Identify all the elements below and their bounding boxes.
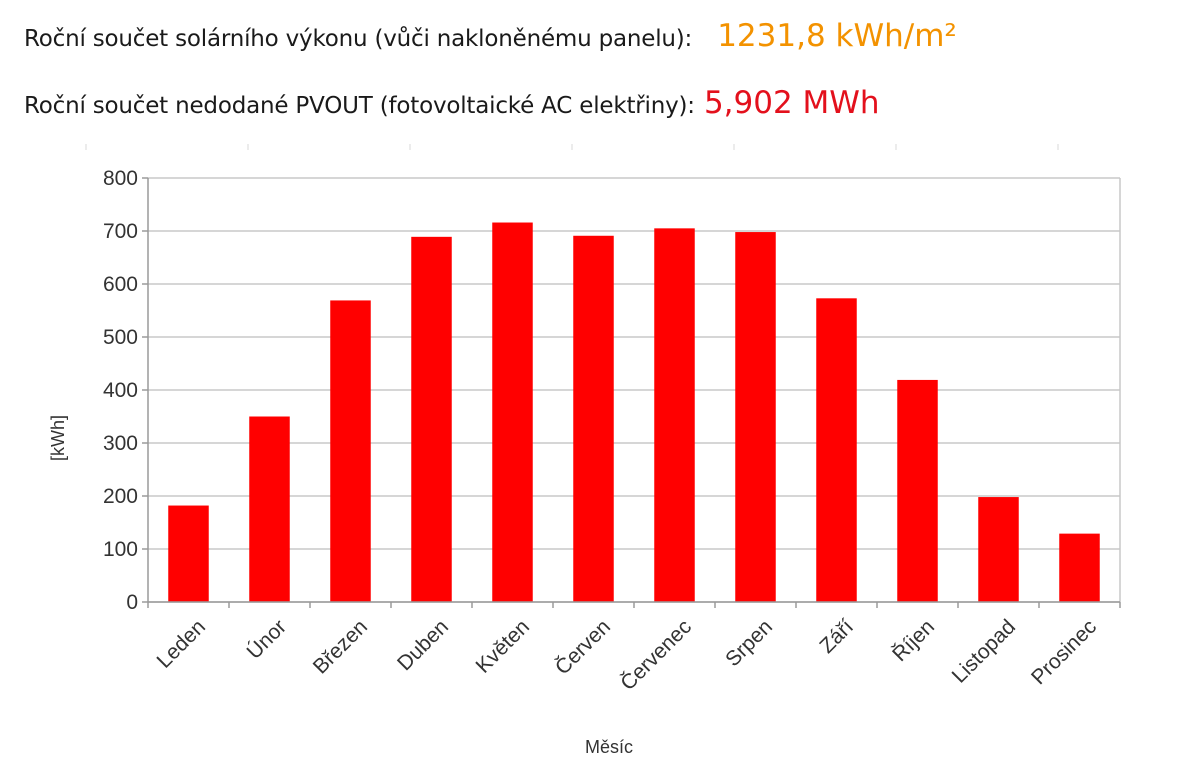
axes [142,177,1121,608]
x-tick-label: Květen [472,615,535,678]
x-tick-label: Červenec [616,615,696,695]
x-tick-label: Únor [243,615,291,663]
bar [168,505,209,602]
bar [330,300,371,602]
bar [816,298,857,602]
y-tick-label: 500 [103,326,138,349]
pvout-label: Roční součet nedodané PVOUT (fotovoltaic… [24,93,695,119]
x-tick-label: Leden [152,615,210,673]
x-tick-label: Listopad [948,615,1020,687]
monthly-pvout-bar-chart: 0 100 200 300 400 500 600 700 800 Leden Únor Březe… [48,144,1121,757]
bar [978,497,1019,602]
bar [897,379,938,602]
y-tick-label: 100 [103,538,138,561]
bar [249,416,290,602]
irradiation-label: Roční součet solárního výkonu (vůči nakl… [24,26,693,52]
y-tick-label: 400 [103,379,138,402]
x-tick-label: Březen [309,615,372,678]
bar [735,232,776,602]
x-axis-title: Měsíc [585,737,633,757]
gridlines [148,177,1121,603]
irradiation-value: 1231,8 kWh/m² [717,18,957,54]
y-tick-label: 0 [126,591,138,614]
bar [411,236,452,602]
pvout-summary: Roční součet nedodané PVOUT (fotovoltaic… [24,85,880,121]
irradiation-summary: Roční součet solárního výkonu (vůči nakl… [24,18,957,54]
bar [573,235,614,602]
y-tick-label: 600 [103,273,138,296]
x-tick-label: Říjen [888,615,939,666]
pvout-value: 5,902 MWh [703,85,880,121]
x-tick-label: Srpen [721,615,777,671]
y-tick-label: 800 [103,167,138,190]
y-tick-label: 200 [103,485,138,508]
y-axis-title: [kWh] [48,415,68,461]
y-tick-label: 700 [103,220,138,243]
bar [492,222,533,602]
bar [654,228,695,602]
top-tick-marks [85,144,1059,150]
x-tick-label: Duben [393,615,453,675]
y-tick-labels: 0 100 200 300 400 500 600 700 800 [103,167,138,614]
x-tick-label: Červen [551,615,615,679]
bar [1059,533,1100,602]
x-tick-label: Prosinec [1027,615,1101,689]
bars [168,222,1100,602]
x-tick-label: Září [815,615,858,658]
y-tick-label: 300 [103,432,138,455]
x-tick-labels: Leden Únor Březen Duben Květen Červen Červenec… [152,615,1101,695]
